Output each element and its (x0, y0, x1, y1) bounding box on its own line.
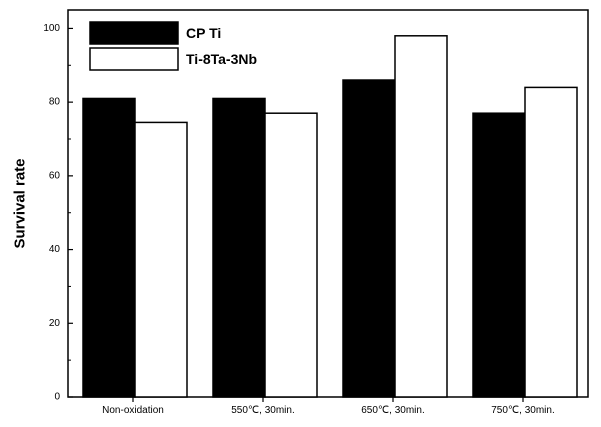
x-tick-label: 750℃, 30min. (491, 405, 555, 416)
bars (82, 35, 578, 398)
x-axis-ticks: Non-oxidation 550℃, 30min. 650℃, 30min. 750… (102, 397, 555, 416)
bar (82, 97, 136, 398)
bar (264, 112, 318, 398)
y-tick-label: 80 (49, 97, 61, 108)
x-tick-label: Non-oxidation (102, 405, 164, 416)
legend-swatch (89, 47, 179, 71)
bar (472, 112, 526, 398)
bar (134, 121, 188, 398)
y-tick-label: 20 (49, 318, 61, 329)
x-tick-label: 550℃, 30min. (231, 405, 295, 416)
legend-swatch (89, 21, 179, 45)
y-tick-label: 100 (43, 23, 60, 34)
x-tick-label: 650℃, 30min. (361, 405, 425, 416)
y-axis-label-group: Survival rate (12, 158, 29, 248)
bar (394, 35, 448, 398)
legend-label: Ti-8Ta-3Nb (186, 51, 257, 67)
bar (524, 86, 578, 398)
bar (212, 97, 266, 398)
legend: CP Ti Ti-8Ta-3Nb (89, 21, 257, 71)
plot-frame (67, 9, 589, 398)
y-axis-ticks: 0 20 40 60 80 100 (43, 23, 73, 403)
y-tick-label: 0 (54, 392, 60, 403)
y-tick-label: 60 (49, 170, 61, 181)
bar (342, 79, 396, 398)
y-tick-label: 40 (49, 244, 61, 255)
y-axis-label: Survival rate (12, 158, 29, 248)
legend-label: CP Ti (186, 25, 221, 41)
